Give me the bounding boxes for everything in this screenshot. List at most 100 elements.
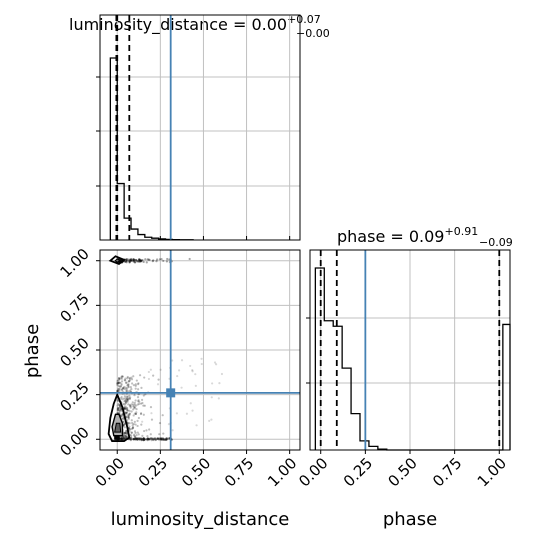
sample-point — [144, 438, 148, 441]
sample-point — [191, 369, 194, 372]
sample-point — [125, 435, 128, 438]
sample-point — [132, 422, 135, 426]
sample-point — [125, 432, 128, 435]
x-tick-label: 1.00 — [264, 454, 300, 490]
tick-marks — [306, 317, 500, 454]
sample-point — [140, 438, 143, 442]
sample-point — [145, 261, 148, 264]
sample-point — [140, 398, 144, 401]
x-tick-label: 0.25 — [135, 454, 171, 490]
sample-point — [149, 433, 152, 436]
sample-point — [142, 438, 146, 442]
sample-point — [144, 258, 147, 261]
sample-point — [137, 382, 140, 385]
sample-point — [177, 369, 181, 372]
sample-point — [128, 394, 131, 397]
sample-point — [117, 387, 120, 390]
sample-point — [137, 399, 140, 402]
sample-point — [137, 388, 140, 391]
sample-point — [137, 258, 141, 262]
sample-point — [117, 388, 120, 391]
sample-point — [142, 437, 145, 440]
sample-point — [122, 435, 125, 439]
sample-point — [126, 384, 129, 387]
sample-point — [189, 402, 192, 405]
sample-point — [147, 377, 151, 381]
sample-point — [165, 438, 168, 441]
sample-point — [128, 427, 131, 431]
sample-point — [127, 416, 130, 419]
sample-point — [119, 414, 123, 417]
sample-point — [160, 437, 163, 441]
sample-point — [143, 404, 146, 407]
sample-point — [128, 379, 132, 382]
sample-point — [149, 437, 152, 441]
sample-point — [142, 438, 145, 441]
sample-point — [136, 437, 139, 440]
sample-point — [127, 384, 130, 387]
sample-point — [123, 395, 126, 398]
sample-point — [125, 395, 128, 398]
y-tick-label: 0.00 — [56, 423, 92, 459]
y-tick-label: 0.75 — [56, 289, 92, 325]
sample-point — [120, 383, 123, 386]
top-core-contour — [114, 258, 121, 263]
grid — [100, 250, 300, 450]
sample-point — [129, 438, 132, 442]
sample-point — [135, 433, 138, 437]
sample-point — [138, 400, 141, 403]
sample-point — [140, 260, 143, 263]
sample-point — [154, 437, 157, 440]
sample-point — [127, 416, 130, 419]
sample-point — [125, 399, 129, 403]
histogram-bars — [109, 57, 194, 241]
sample-point — [150, 439, 153, 442]
x-tick-label: 0.00 — [92, 454, 128, 490]
sample-point — [129, 389, 132, 392]
sample-point — [122, 437, 125, 440]
sample-point — [116, 389, 119, 392]
sample-point — [138, 258, 141, 261]
sample-point — [132, 438, 135, 441]
sample-point — [140, 412, 143, 415]
sample-point — [165, 437, 168, 440]
sample-point — [124, 434, 127, 438]
sample-point — [128, 413, 131, 417]
sample-point — [122, 438, 125, 441]
sample-point — [138, 258, 142, 262]
sample-point — [133, 420, 136, 423]
sample-point — [130, 387, 133, 391]
sample-point — [124, 435, 127, 438]
sample-point — [122, 420, 125, 423]
sample-point — [143, 376, 146, 379]
sample-point — [136, 419, 139, 422]
y-tick-labels: 0.00 0.25 0.50 0.75 1.00 — [56, 245, 92, 460]
sample-point — [117, 379, 120, 382]
sample-point — [118, 377, 121, 381]
sample-point — [125, 407, 128, 410]
sample-point — [149, 368, 152, 371]
sample-point — [124, 431, 127, 435]
sample-point — [156, 437, 159, 440]
sample-point — [125, 411, 128, 414]
sample-point — [138, 438, 141, 441]
sample-point — [129, 258, 133, 261]
sample-point — [119, 407, 122, 410]
sample-point — [180, 359, 184, 362]
sample-point — [130, 410, 133, 413]
sample-point — [188, 257, 191, 261]
sample-point — [130, 257, 133, 261]
sample-point — [126, 395, 129, 398]
sample-point — [132, 437, 135, 441]
sample-point — [123, 436, 127, 439]
sample-point — [164, 438, 167, 441]
sample-point — [127, 421, 130, 425]
sample-point — [135, 437, 138, 441]
sample-point — [128, 258, 131, 261]
sample-point — [133, 401, 136, 404]
sample-point — [128, 260, 131, 263]
grid — [310, 250, 510, 450]
sample-point — [125, 415, 128, 418]
sample-point — [125, 258, 128, 261]
sample-point — [123, 432, 126, 435]
